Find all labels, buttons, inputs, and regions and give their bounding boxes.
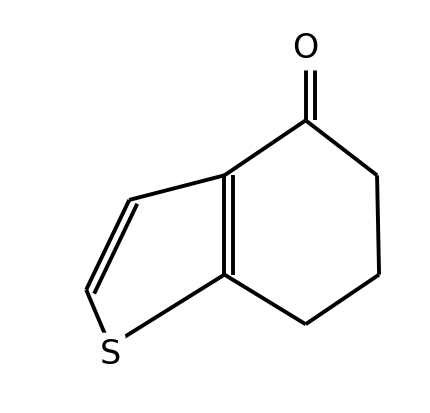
- Text: O: O: [292, 33, 319, 66]
- Text: O: O: [292, 33, 319, 66]
- Text: S: S: [99, 338, 120, 371]
- Text: S: S: [99, 338, 120, 371]
